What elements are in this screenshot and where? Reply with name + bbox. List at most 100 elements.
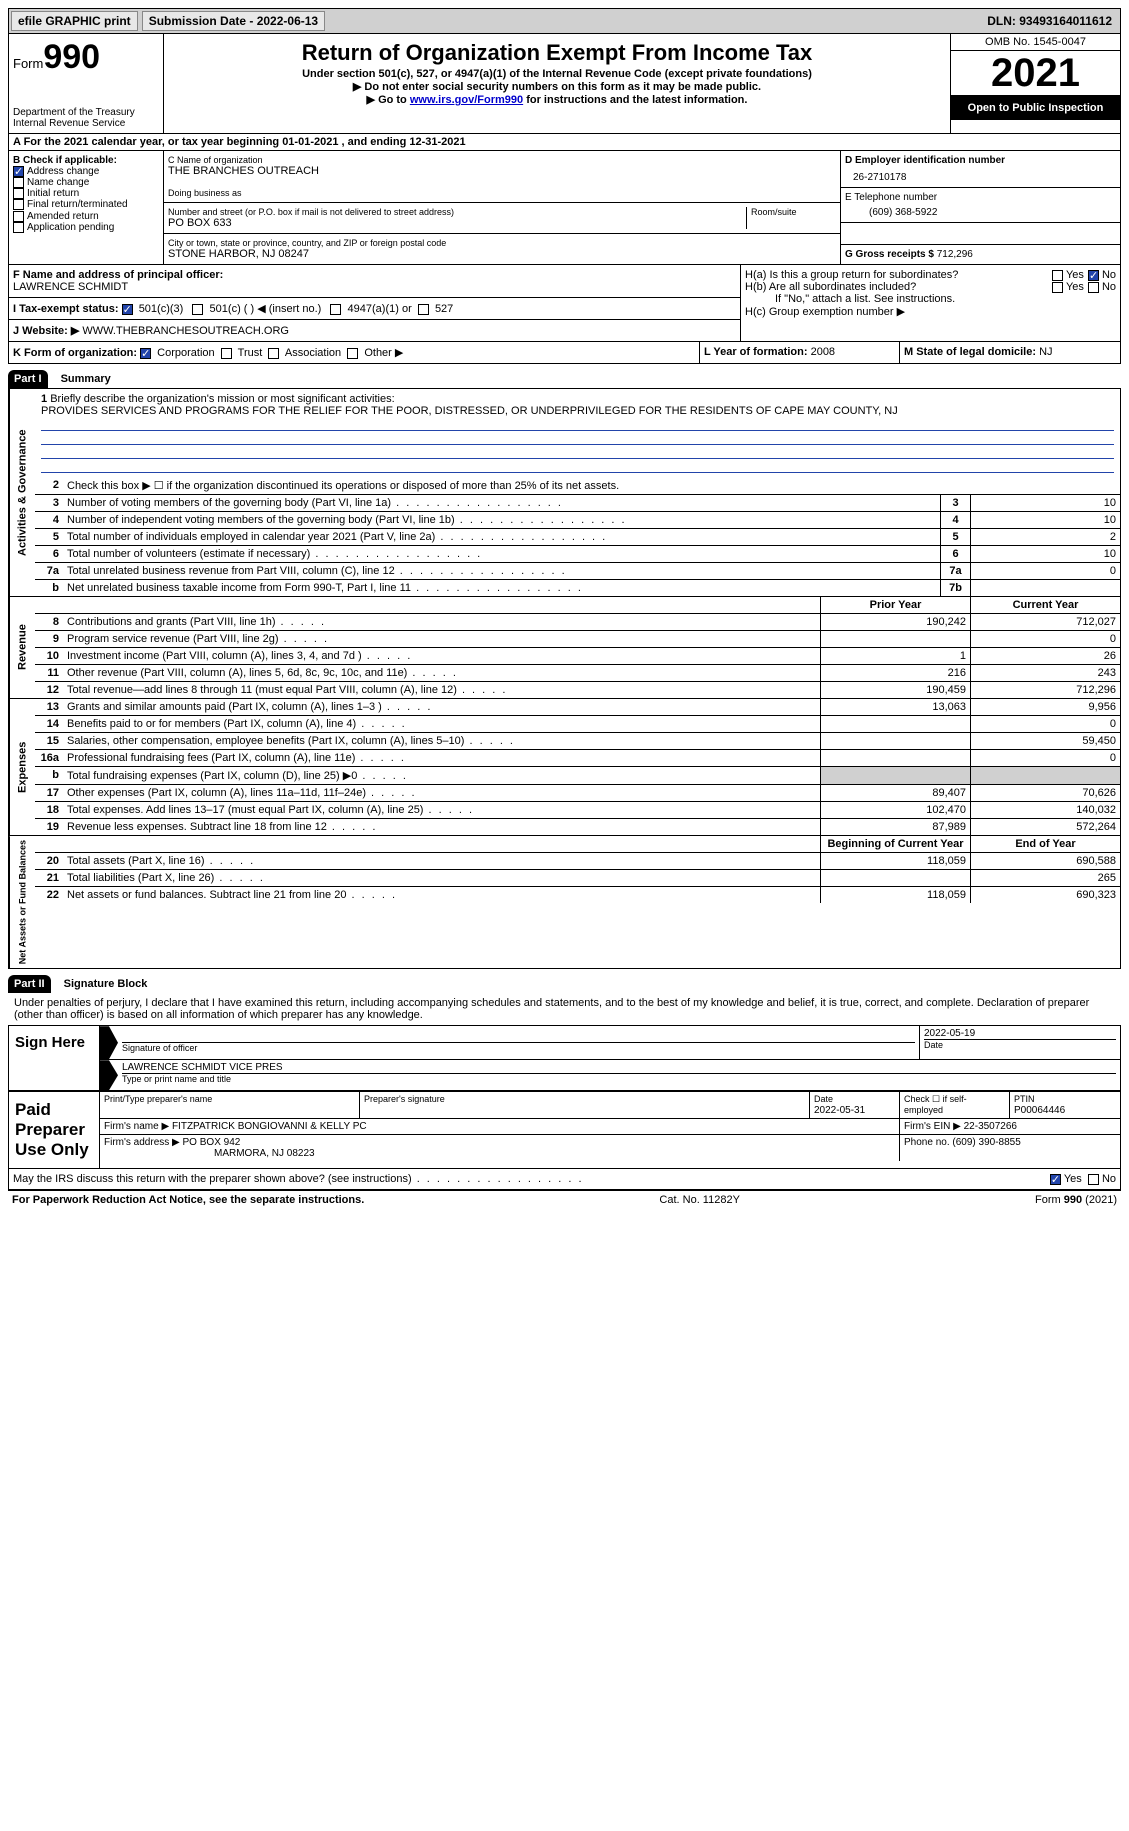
sig-officer-label: Signature of officer [122, 1042, 915, 1053]
dept-label: Department of the Treasury Internal Reve… [13, 107, 159, 129]
section-f-to-j: F Name and address of principal officer:… [8, 265, 1121, 342]
sig-date-value: 2022-05-19 [924, 1028, 1116, 1039]
checkbox-name-change[interactable]: Name change [13, 177, 159, 188]
firm-addr2: MARMORA, NJ 08223 [104, 1148, 315, 1159]
summary-row: 17 Other expenses (Part IX, column (A), … [35, 785, 1120, 802]
ha-yes[interactable] [1052, 270, 1063, 281]
part1-netassets-table: Net Assets or Fund Balances Beginning of… [8, 836, 1121, 969]
checkbox-final-return[interactable]: Final return/terminated [13, 199, 159, 210]
firm-addr-label: Firm's address ▶ [104, 1137, 180, 1148]
sign-here-label: Sign Here [9, 1026, 99, 1090]
ha-no[interactable] [1088, 270, 1099, 281]
addr-value: PO BOX 633 [168, 217, 746, 229]
paid-preparer-label: Paid Preparer Use Only [9, 1092, 99, 1168]
note-ssn: Do not enter social security numbers on … [168, 80, 946, 93]
firm-phone: (609) 390-8855 [952, 1137, 1020, 1148]
summary-row: 9 Program service revenue (Part VIII, li… [35, 631, 1120, 648]
mission-text: PROVIDES SERVICES AND PROGRAMS FOR THE R… [41, 405, 898, 417]
part2-header-row: Part II Signature Block [8, 969, 1121, 993]
checkbox-501c3[interactable] [122, 304, 133, 315]
sig-arrow-icon [100, 1026, 118, 1059]
checkbox-501c[interactable] [192, 304, 203, 315]
prior-year-hdr: Prior Year [820, 597, 970, 613]
summary-row: 7a Total unrelated business revenue from… [35, 563, 1120, 580]
summary-row: 20 Total assets (Part X, line 16) 118,05… [35, 853, 1120, 870]
hb-no[interactable] [1088, 282, 1099, 293]
prep-date-label: Date [814, 1094, 833, 1104]
checkbox-amended-return[interactable]: Amended return [13, 211, 159, 222]
discuss-yes[interactable] [1050, 1174, 1061, 1185]
checkbox-527[interactable] [418, 304, 429, 315]
line2-label: Check this box ▶ ☐ if the organization d… [63, 477, 1120, 494]
section-b-checkboxes: B Check if applicable: Address change Na… [9, 151, 164, 264]
phone-label: E Telephone number [845, 192, 1116, 203]
cat-no: Cat. No. 11282Y [659, 1194, 740, 1206]
sign-here-block: Sign Here Signature of officer 2022-05-1… [8, 1025, 1121, 1091]
addr-label: Number and street (or P.O. box if mail i… [168, 207, 746, 217]
header-center: Return of Organization Exempt From Incom… [164, 34, 950, 133]
summary-row: 11 Other revenue (Part VIII, column (A),… [35, 665, 1120, 682]
city-value: STONE HARBOR, NJ 08247 [168, 248, 836, 260]
form-prefix: Form [13, 56, 43, 71]
note-link: Go to www.irs.gov/Form990 for instructio… [168, 93, 946, 106]
firm-name-label: Firm's name ▶ [104, 1121, 169, 1132]
discuss-no[interactable] [1088, 1174, 1099, 1185]
end-year-hdr: End of Year [970, 836, 1120, 852]
part1-title: Summary [51, 373, 111, 385]
omb-number: OMB No. 1545-0047 [951, 34, 1120, 51]
firm-phone-label: Phone no. [904, 1137, 950, 1148]
checkbox-initial-return[interactable]: Initial return [13, 188, 159, 199]
phone-value: (609) 368-5922 [845, 203, 1116, 218]
city-label: City or town, state or province, country… [168, 238, 836, 248]
summary-row: 12 Total revenue—add lines 8 through 11 … [35, 682, 1120, 698]
part1-header-row: Part I Summary [8, 364, 1121, 388]
fij-left-col: F Name and address of principal officer:… [9, 265, 740, 341]
section-d-e-g: D Employer identification number 26-2710… [840, 151, 1120, 264]
part1-summary-table: Activities & Governance 1 Briefly descri… [8, 388, 1121, 597]
efile-print-button[interactable]: efile GRAPHIC print [11, 11, 138, 31]
dln-label: DLN: 93493164011612 [987, 14, 1118, 28]
pra-notice: For Paperwork Reduction Act Notice, see … [12, 1194, 364, 1206]
summary-row: b Net unrelated business taxable income … [35, 580, 1120, 596]
discuss-label: May the IRS discuss this return with the… [13, 1173, 1050, 1185]
checkbox-4947[interactable] [330, 304, 341, 315]
summary-row: 4 Number of independent voting members o… [35, 512, 1120, 529]
section-l-label: L Year of formation: [704, 346, 808, 358]
k-trust[interactable] [221, 348, 232, 359]
header-left: Form990 Department of the Treasury Inter… [9, 34, 164, 133]
formation-year: 2008 [811, 346, 835, 358]
firm-ein-label: Firm's EIN ▶ [904, 1121, 961, 1132]
summary-row: 21 Total liabilities (Part X, line 26) 2… [35, 870, 1120, 887]
summary-row: 5 Total number of individuals employed i… [35, 529, 1120, 546]
checkbox-application-pending[interactable]: Application pending [13, 222, 159, 233]
submission-date-label: Submission Date - 2022-06-13 [142, 11, 325, 31]
hc-label: H(c) Group exemption number ▶ [745, 305, 1116, 318]
tab-activities-governance: Activities & Governance [9, 389, 35, 596]
org-name-label: C Name of organization [168, 155, 836, 165]
revenue-body: Prior Year Current Year 8 Contributions … [35, 597, 1120, 698]
sig-arrow-icon-2 [100, 1060, 118, 1090]
declaration-text: Under penalties of perjury, I declare th… [8, 993, 1121, 1025]
summary-row: 6 Total number of volunteers (estimate i… [35, 546, 1120, 563]
officer-name: LAWRENCE SCHMIDT [13, 281, 128, 293]
hb-yes[interactable] [1052, 282, 1063, 293]
section-a-tax-year: A For the 2021 calendar year, or tax yea… [8, 134, 1121, 151]
summary-row: 19 Revenue less expenses. Subtract line … [35, 819, 1120, 835]
firm-ein: 22-3507266 [964, 1121, 1017, 1132]
tab-netassets: Net Assets or Fund Balances [9, 836, 35, 968]
summary-row: 16a Professional fundraising fees (Part … [35, 750, 1120, 767]
header-right: OMB No. 1545-0047 2021 Open to Public In… [950, 34, 1120, 133]
summary-row: 8 Contributions and grants (Part VIII, l… [35, 614, 1120, 631]
k-other[interactable] [347, 348, 358, 359]
note2-post: for instructions and the latest informat… [523, 94, 747, 106]
k-assoc[interactable] [268, 348, 279, 359]
irs-link[interactable]: www.irs.gov/Form990 [410, 94, 523, 106]
receipts-label: G Gross receipts $ [845, 249, 934, 260]
ha-label: H(a) Is this a group return for subordin… [745, 269, 1048, 281]
form-ref: Form 990 (2021) [1035, 1194, 1117, 1206]
hb-note: If "No," attach a list. See instructions… [745, 293, 1116, 305]
checkbox-address-change[interactable]: Address change [13, 166, 159, 177]
k-corp[interactable] [140, 348, 151, 359]
room-label: Room/suite [751, 207, 836, 217]
ptin-value: P00064446 [1014, 1105, 1065, 1116]
